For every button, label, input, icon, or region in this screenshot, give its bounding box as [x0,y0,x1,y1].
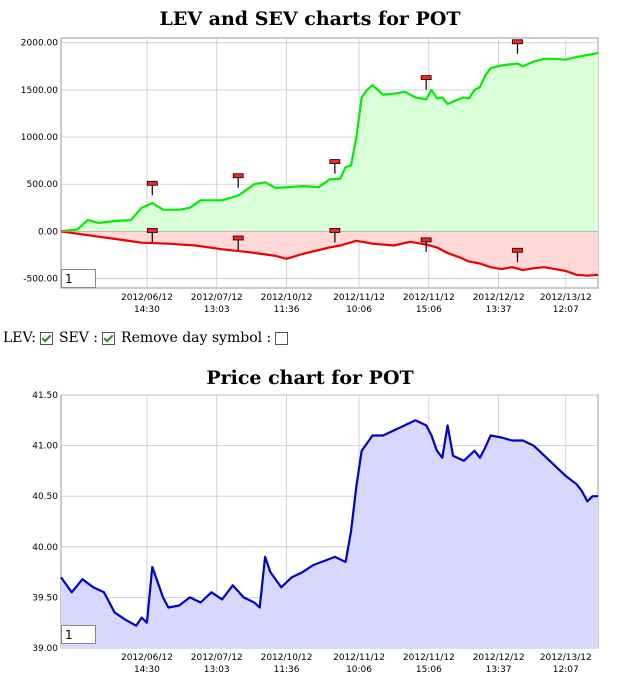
y-tick-label: 40.50 [32,492,58,502]
x-tick-label: 10:06 [346,665,372,675]
sev-checkbox[interactable] [102,331,116,345]
y-tick-label: -500.00 [23,275,58,285]
day-marker-flag [420,237,432,243]
series-line-sev [60,230,599,277]
x-tick-label: 2012/07/12 [191,653,243,663]
x-tick-label: 2012/07/12 [191,293,243,303]
sev-label: SEV : [58,330,99,346]
x-tick-label: 10:06 [346,305,372,315]
day-marker-flag [329,159,341,164]
plot-area [60,394,599,649]
series-area-price [61,420,598,648]
x-tick-label: 2012/12/12 [473,293,525,303]
lev-sev-zoom-input[interactable]: 1 [61,269,96,288]
y-tick-label: 2000.00 [21,39,58,49]
y-tick-label: 1500.00 [21,86,58,96]
x-tick-label: 2012/10/12 [261,293,313,303]
x-tick-label: 11:36 [274,305,300,315]
series-area-sev [61,231,598,276]
day-marker-flag [512,39,523,45]
day-marker-flag [232,235,244,241]
y-tick-label: 41.50 [32,391,58,401]
y-tick-label: 39.00 [32,644,58,654]
lev-sev-chart-title: LEV and SEV charts for POT [159,8,461,30]
x-tick-label: 2012/06/12 [121,293,173,303]
day-marker-flag [232,173,244,179]
x-tick-label: 15:06 [416,665,442,675]
lev-sev-chart: 2000.00 1500.00 1000.00 500.00 0.00 -500.00 20… [21,37,599,315]
series-line-lev [60,52,599,233]
x-tick-label: 2012/12/12 [473,653,525,663]
x-tick-label: 12:07 [553,305,579,315]
x-tick-label: 13:37 [486,665,512,675]
y-tick-label: 41.00 [32,442,58,452]
y-tick-label: 1000.00 [21,133,58,143]
x-tick-label: 2012/11/12 [333,293,385,303]
day-marker-flag [512,247,523,253]
y-tick-label: 40.00 [32,543,58,553]
x-tick-label: 11:36 [274,665,300,675]
x-tick-label: 15:06 [416,305,442,315]
lev-label: LEV: [3,330,36,346]
day-marker-flag [420,75,432,81]
day-marker-flag [329,228,341,233]
remove-day-symbol-label: Remove day symbol : [121,330,272,346]
lev-checkbox[interactable] [39,331,53,345]
x-tick-label: 2012/11/12 [333,653,385,663]
chart-controls: LEV: SEV : Remove day symbol : [3,330,294,346]
x-tick-label: 2012/10/12 [261,653,313,663]
x-tick-label: 2012/13/12 [540,293,592,303]
x-tick-label: 13:03 [204,665,230,675]
x-tick-label: 13:03 [204,305,230,315]
price-chart-title: Price chart for POT [206,367,414,389]
x-tick-label: 2012/11/12 [403,293,455,303]
x-tick-label: 14:30 [134,305,160,315]
y-tick-label: 0.00 [38,227,58,237]
y-tick-label: 500.00 [27,180,59,190]
x-tick-label: 13:37 [486,305,512,315]
x-tick-label: 2012/06/12 [121,653,173,663]
x-tick-label: 2012/11/12 [403,653,455,663]
remove-day-symbol-checkbox[interactable] [275,331,289,345]
series-line-price [60,419,598,627]
y-tick-label: 39.50 [32,593,58,603]
price-zoom-input[interactable]: 1 [61,625,96,644]
x-tick-label: 2012/13/12 [540,653,592,663]
day-marker-flag [146,180,158,186]
x-tick-label: 14:30 [134,665,160,675]
x-tick-label: 12:07 [553,665,579,675]
day-marker-flag [146,228,158,233]
